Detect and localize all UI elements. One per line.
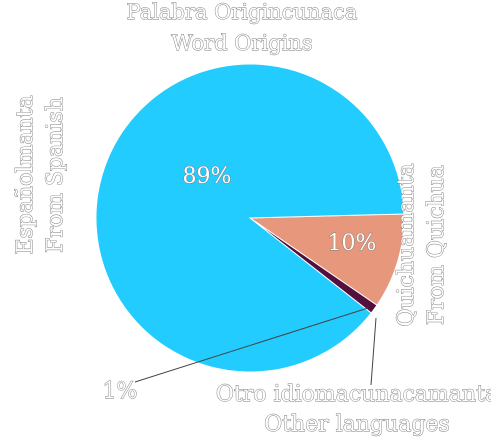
pie-slices <box>95 63 405 373</box>
slice-pct-other: 1% <box>103 379 138 404</box>
slice-label-quichua-line1: Quichuamanta <box>394 163 419 326</box>
leader-line-other-pct <box>134 307 369 383</box>
slice-pct-quichua: 10% <box>328 231 377 256</box>
slice-label-other-line2: Other languages <box>264 412 450 437</box>
chart-subtitle: Word Origins <box>171 31 312 55</box>
chart-title: Palabra Origincunaca <box>127 0 358 24</box>
slice-quichua <box>248 213 405 306</box>
slice-label-quichua: Quichuamanta From Quichua <box>394 163 450 327</box>
slice-label-other-line1: Otro idiomacunacamanta <box>216 382 491 407</box>
leader-lines <box>134 307 377 386</box>
slice-label-spanish-line1: Españolmanta <box>13 95 38 254</box>
slice-label-spanish-line2: From Spanish <box>43 97 68 253</box>
slice-label-quichua-line2: From Quichua <box>424 165 449 325</box>
slice-spanish <box>95 63 405 373</box>
slice-label-spanish: Españolmanta From Spanish <box>13 95 69 255</box>
leader-line-other-label <box>370 317 377 386</box>
slice-pct-spanish: 89% <box>183 164 232 189</box>
